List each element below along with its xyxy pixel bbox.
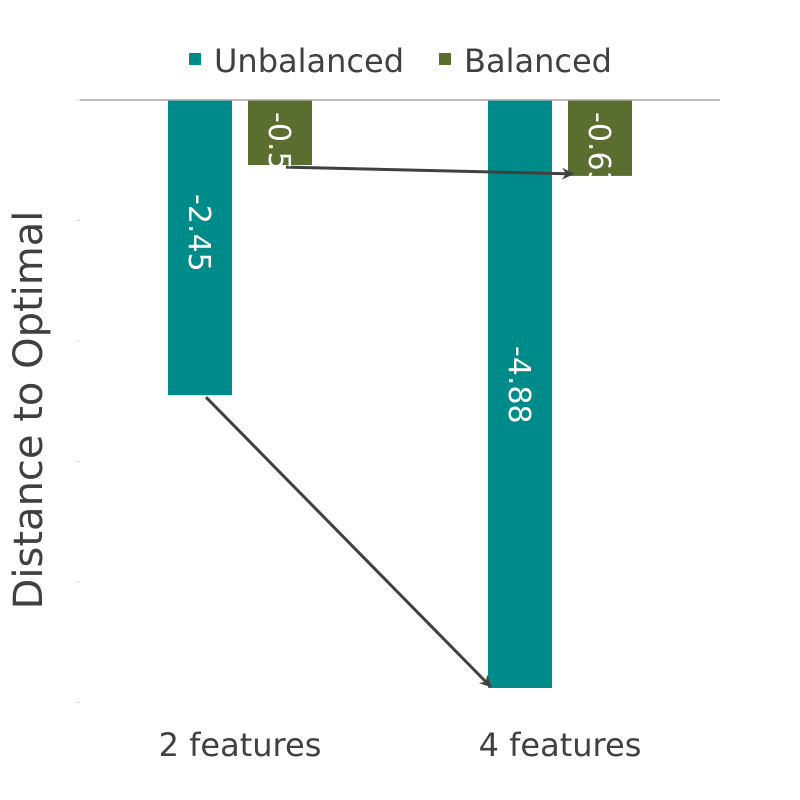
data-label-unbalanced-2-features: -2.45: [181, 194, 216, 272]
legend-label-balanced: Balanced: [464, 42, 612, 80]
y-axis-ticks: [76, 99, 80, 703]
legend-swatch-unbalanced: [189, 53, 201, 65]
legend-label-unbalanced: Unbalanced: [214, 42, 404, 80]
data-label-balanced-4-features: -0.63: [581, 112, 616, 190]
arrows-group: [204, 165, 574, 688]
legend-swatch-balanced: [439, 53, 451, 65]
category-label-2-features: 2 features: [159, 726, 322, 764]
bars-group: [168, 100, 632, 688]
y-axis-label: Distance to Optimal: [6, 211, 52, 610]
data-labels-group: -2.45 -4.88 -0.54 -0.63: [181, 112, 616, 424]
data-label-balanced-2-features: -0.54: [261, 112, 296, 190]
legend: Unbalanced Balanced: [189, 42, 612, 80]
bar-unbalanced-4-features: [488, 100, 552, 688]
category-label-4-features: 4 features: [479, 726, 642, 764]
arrow-unbalanced: [204, 396, 492, 688]
data-label-unbalanced-4-features: -4.88: [501, 346, 536, 424]
bar-balanced-4-features: [568, 100, 632, 176]
arrow-balanced: [285, 165, 574, 180]
bar-balanced-2-features: [248, 100, 312, 166]
bar-unbalanced-2-features: [168, 100, 232, 396]
